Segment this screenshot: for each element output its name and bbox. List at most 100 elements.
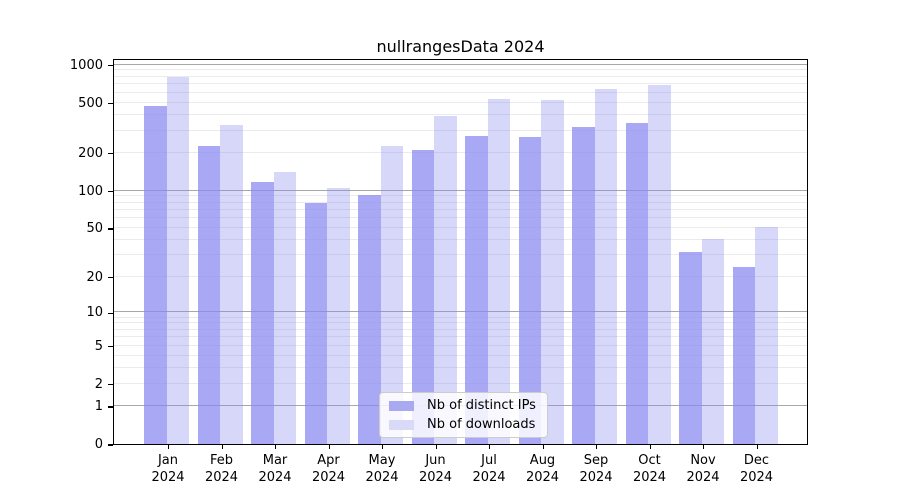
gridline-major-1000 <box>114 63 807 65</box>
bar-downloads-apr <box>327 187 350 444</box>
y-tick-label-1000: 1000 <box>69 57 103 73</box>
bar-downloads-jan <box>166 76 189 444</box>
bar-distinct-ips-jun <box>411 150 434 444</box>
bar-distinct-ips-may <box>358 195 381 444</box>
gridline-minor-400 <box>114 113 807 115</box>
y-axis: 0 1 2 5 10 20 50 100 200 500 1000 <box>0 57 113 452</box>
y-tick-label-20: 20 <box>86 269 103 285</box>
bar-downloads-oct <box>648 84 671 444</box>
y-tick-mark-1000 <box>108 64 113 67</box>
y-tick-mark-0 <box>108 444 113 446</box>
gridline-minor-20 <box>114 275 807 277</box>
gridline-major-10 <box>114 311 807 313</box>
bar-downloads-jul <box>487 99 510 444</box>
x-tick-label-oct: Oct 2024 <box>632 453 667 485</box>
bar-downloads-sep <box>594 89 617 444</box>
bar-downloads-aug <box>541 100 564 444</box>
legend-label-distinct-ips: Nb of distinct IPs <box>427 398 536 413</box>
gridline-major-100 <box>114 189 807 191</box>
x-tick-label-aug: Aug 2024 <box>525 453 560 485</box>
y-tick-mark-5 <box>108 346 113 348</box>
gridline-minor-900 <box>114 69 807 71</box>
bar-distinct-ips-feb <box>197 146 220 444</box>
gridline-minor-500 <box>114 101 807 103</box>
gridline-minor-2 <box>114 382 807 384</box>
bar-distinct-ips-aug <box>518 137 541 444</box>
bar-distinct-ips-jan <box>144 105 167 444</box>
x-tick-mark-apr <box>328 445 330 449</box>
y-tick-label-10: 10 <box>86 305 103 321</box>
legend: Nb of distinct IPs Nb of downloads <box>379 392 548 438</box>
gridline-minor-800 <box>114 75 807 77</box>
legend-label-downloads: Nb of downloads <box>427 417 536 432</box>
bar-downloads-feb <box>220 124 243 444</box>
gridline-minor-7 <box>114 328 807 330</box>
x-tick-mark-nov <box>703 445 705 449</box>
bar-downloads-nov <box>701 238 724 444</box>
y-tick-label-100: 100 <box>78 183 103 199</box>
x-tick-label-jan: Jan 2024 <box>151 453 185 485</box>
x-tick-mark-dec <box>756 445 758 449</box>
y-tick-label-0: 0 <box>94 437 103 452</box>
x-tick-label-jul: Jul 2024 <box>472 453 506 485</box>
gridline-minor-80 <box>114 201 807 203</box>
x-tick-mark-jul <box>489 445 491 449</box>
gridline-minor-300 <box>114 129 807 131</box>
gridline-minor-200 <box>114 151 807 153</box>
x-tick-label-apr: Apr 2024 <box>311 453 346 485</box>
bar-distinct-ips-nov <box>679 251 702 444</box>
y-tick-mark-50 <box>108 228 113 230</box>
y-tick-mark-2 <box>108 384 113 386</box>
gridline-minor-3 <box>114 366 807 368</box>
bar-downloads-jun <box>434 116 457 444</box>
gridline-minor-70 <box>114 208 807 210</box>
gridline-minor-9 <box>114 316 807 318</box>
x-tick-mark-jun <box>435 445 437 449</box>
x-tick-label-jun: Jun 2024 <box>418 453 453 485</box>
bar-distinct-ips-dec <box>732 267 755 444</box>
plot-area: Nb of distinct IPs Nb of downloads <box>113 59 808 445</box>
y-tick-mark-100 <box>108 190 113 193</box>
y-tick-label-2: 2 <box>94 376 103 392</box>
chart-title: nullrangesData 2024 <box>376 37 545 56</box>
bar-downloads-may <box>380 146 403 444</box>
y-tick-mark-10 <box>108 312 113 314</box>
x-axis: Jan 2024 Feb 2024 Mar 2024 Apr 2024 May 2024 Jun 20… <box>113 445 808 500</box>
x-tick-label-sep: Sep 2024 <box>579 453 613 485</box>
y-tick-label-1: 1 <box>94 398 103 414</box>
legend-swatch-distinct-ips-icon <box>389 400 414 411</box>
x-tick-mark-jan <box>168 445 170 449</box>
gridline-minor-40 <box>114 239 807 240</box>
x-tick-label-nov: Nov 2024 <box>686 453 720 485</box>
x-tick-mark-aug <box>542 445 544 449</box>
x-tick-mark-feb <box>221 445 223 449</box>
gridline-minor-6 <box>114 336 807 338</box>
x-tick-label-may: May 2024 <box>365 453 399 485</box>
y-tick-label-200: 200 <box>78 145 103 161</box>
y-tick-label-50: 50 <box>86 221 103 236</box>
y-tick-mark-200 <box>108 153 113 155</box>
gridline-minor-30 <box>114 254 807 256</box>
y-tick-mark-20 <box>108 277 113 279</box>
x-tick-label-dec: Dec 2024 <box>739 453 774 485</box>
legend-swatch-downloads-icon <box>389 419 414 430</box>
y-tick-mark-500 <box>108 102 113 105</box>
x-tick-mark-mar <box>275 445 277 449</box>
gridline-minor-60 <box>114 217 807 219</box>
bar-distinct-ips-oct <box>625 122 648 444</box>
gridline-minor-50 <box>114 227 807 228</box>
gridline-minor-600 <box>114 91 807 93</box>
legend-item-downloads: Nb of downloads <box>389 415 538 434</box>
gridline-minor-4 <box>114 354 807 356</box>
bar-downloads-mar <box>273 172 296 444</box>
x-tick-label-mar: Mar 2024 <box>258 453 292 485</box>
y-tick-mark-1 <box>108 406 113 408</box>
x-tick-mark-oct <box>649 445 651 449</box>
gridline-minor-700 <box>114 83 807 85</box>
bar-distinct-ips-apr <box>304 202 327 444</box>
bar-distinct-ips-jul <box>465 136 488 444</box>
bar-distinct-ips-sep <box>572 127 595 444</box>
legend-item-distinct-ips: Nb of distinct IPs <box>389 396 538 415</box>
y-tick-label-5: 5 <box>94 338 103 354</box>
gridline-minor-90 <box>114 195 807 197</box>
